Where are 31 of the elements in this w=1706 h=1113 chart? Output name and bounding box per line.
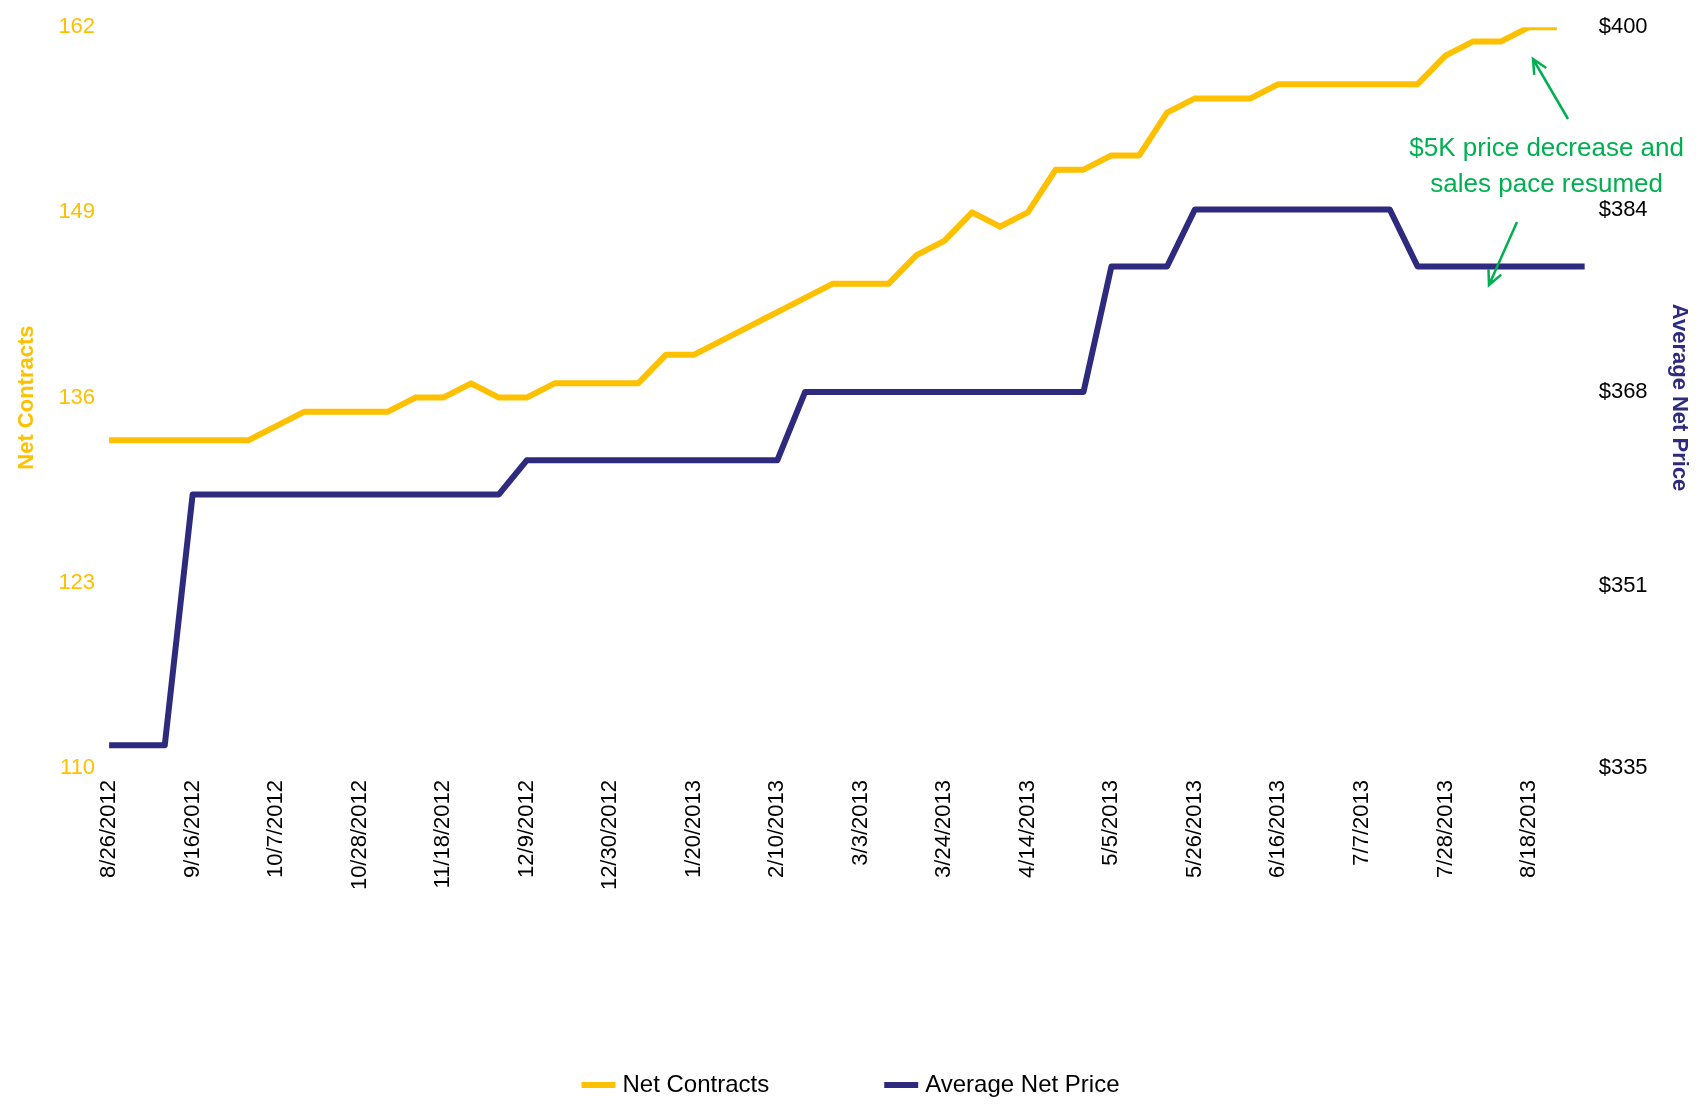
y-tick-label: 110 <box>60 754 96 780</box>
x-tick-label: 12/9/2012 <box>512 780 538 878</box>
x-tick-label: 5/26/2013 <box>1180 780 1206 878</box>
y2-tick-label: $335 <box>1598 754 1648 780</box>
y2-axis-title: Average Net Price <box>1667 303 1693 492</box>
y-tick-label: 123 <box>58 568 96 594</box>
x-tick-label: 5/5/2013 <box>1097 780 1123 866</box>
x-tick-label: 10/28/2012 <box>345 780 371 891</box>
y-tick-label: 149 <box>58 198 96 224</box>
x-tick-label: 4/14/2013 <box>1013 780 1039 878</box>
x-tick-label: 9/16/2012 <box>178 780 204 878</box>
x-tick-label: 11/18/2012 <box>429 780 455 889</box>
x-tick-label: 7/7/2013 <box>1348 780 1373 866</box>
x-tick-label: 3/3/2013 <box>846 780 872 866</box>
legend-label: Net Contracts <box>622 1069 770 1097</box>
y-axis-title: Net Contracts <box>13 325 39 470</box>
x-tick-label: 2/10/2013 <box>763 780 789 878</box>
y2-tick-label: $368 <box>1598 377 1648 403</box>
y-tick-label: 136 <box>58 383 96 409</box>
x-tick-label: 12/30/2012 <box>596 780 622 891</box>
x-tick-label: 6/16/2013 <box>1264 780 1290 878</box>
y-tick-label: 162 <box>58 13 96 39</box>
x-tick-label: 8/26/2012 <box>95 780 121 878</box>
y2-tick-label: $351 <box>1598 571 1648 597</box>
x-tick-label: 7/28/2013 <box>1431 780 1457 878</box>
x-tick-label: 1/20/2013 <box>679 780 705 878</box>
x-tick-label: 10/7/2012 <box>262 780 288 878</box>
x-tick-label: 3/24/2013 <box>930 780 956 878</box>
y2-tick-label: $400 <box>1598 13 1648 39</box>
x-tick-label: 8/18/2013 <box>1515 780 1541 878</box>
legend-label: Average Net Price <box>925 1069 1120 1097</box>
